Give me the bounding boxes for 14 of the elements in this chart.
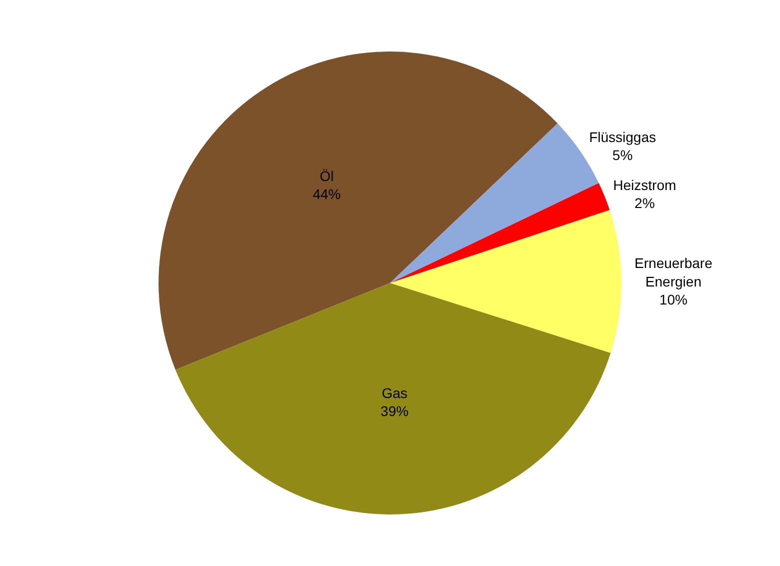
- pie-slice: [175, 283, 611, 514]
- pie-slice: [390, 183, 610, 283]
- data-label: 39%: [380, 403, 409, 420]
- data-label: 44%: [312, 186, 341, 202]
- slice-label: Öl: [320, 168, 334, 184]
- slice-label: Erneuerbare Energien: [634, 255, 713, 290]
- pie-slice: [158, 52, 558, 370]
- pie-slice: [390, 210, 622, 353]
- data-label: 5%: [612, 147, 633, 164]
- data-label: 10%: [659, 292, 688, 308]
- slice-label: Heizstrom: [613, 176, 676, 193]
- slice-label: Gas: [382, 385, 408, 402]
- data-label: 2%: [634, 195, 655, 211]
- slice-label: Flüssiggas: [589, 128, 656, 145]
